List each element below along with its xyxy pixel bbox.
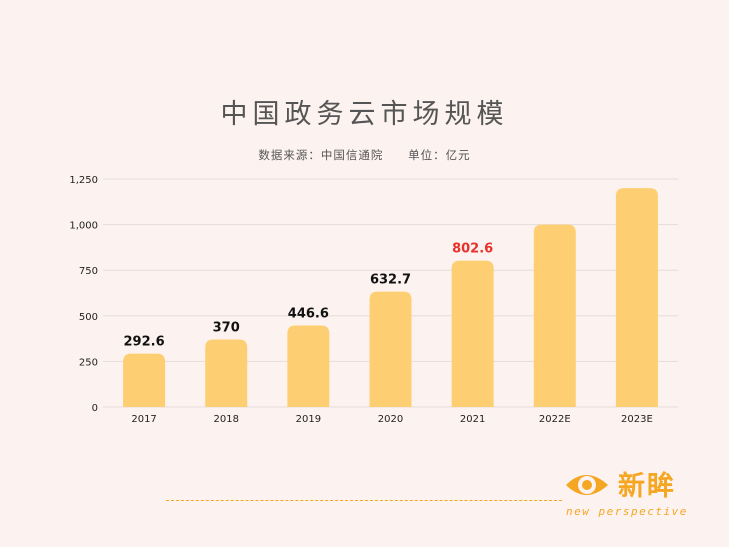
- x-tick-label: 2017: [131, 414, 156, 425]
- x-tick-label: 2022E: [539, 414, 571, 425]
- bar: [287, 325, 330, 407]
- x-tick-label: 2018: [213, 414, 238, 425]
- bar: [123, 353, 166, 407]
- y-tick-label: 0: [92, 403, 98, 414]
- eye-logo-icon: [566, 475, 608, 495]
- data-label: 802.6: [452, 242, 493, 257]
- bar: [615, 188, 658, 407]
- y-tick-label: 500: [79, 312, 98, 323]
- data-label: 632.7: [370, 273, 411, 288]
- data-label: 370: [213, 321, 240, 336]
- x-tick-label: 2019: [296, 414, 321, 425]
- bar: [451, 260, 494, 407]
- bar: [369, 291, 412, 407]
- x-tick-label: 2023E: [621, 414, 653, 425]
- unit-note: 单位：亿元: [408, 148, 471, 162]
- chart-subtitle: 数据来源：中国信通院 单位：亿元: [0, 147, 729, 163]
- x-tick-label: 2021: [460, 414, 485, 425]
- bar: [533, 224, 576, 407]
- data-label: 446.6: [288, 307, 329, 322]
- chart-title: 中国政务云市场规模: [220, 99, 509, 130]
- y-tick-label: 250: [79, 357, 98, 368]
- bar: [205, 339, 248, 407]
- data-label: 292.6: [124, 335, 165, 350]
- x-tick-label: 2020: [378, 414, 403, 425]
- source-note: 数据来源：中国信通院: [258, 148, 384, 162]
- brand-name: 新眸: [618, 471, 676, 502]
- y-tick-label: 750: [79, 266, 98, 277]
- y-tick-label: 1,250: [69, 175, 98, 186]
- brand-tagline: new perspective: [566, 505, 688, 518]
- footer-divider: [166, 500, 562, 501]
- y-tick-label: 1,000: [69, 221, 98, 232]
